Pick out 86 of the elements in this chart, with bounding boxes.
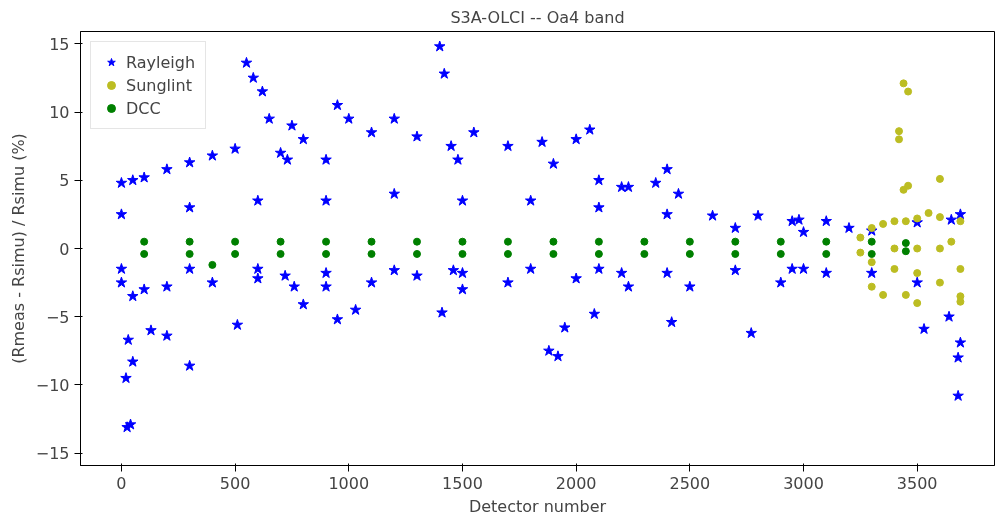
point — [549, 249, 558, 258]
point — [856, 248, 865, 257]
point — [904, 87, 913, 96]
point — [935, 174, 944, 183]
x-axis-title: Detector number — [468, 496, 607, 516]
point — [913, 214, 922, 223]
point — [901, 239, 910, 248]
legend-label: DCC — [126, 98, 161, 118]
point — [140, 237, 149, 246]
legend-label: Rayleigh — [126, 52, 196, 72]
point — [594, 249, 603, 258]
x-tick-label: 1500 — [442, 473, 483, 493]
point — [947, 237, 956, 246]
point — [413, 237, 421, 246]
point — [776, 237, 785, 246]
y-tick-label: −5 — [45, 307, 70, 327]
x-tick-label: 2500 — [669, 473, 711, 493]
point — [895, 135, 904, 144]
point — [685, 237, 694, 246]
point — [458, 249, 467, 258]
x-tick-label: 500 — [219, 473, 251, 493]
point — [208, 260, 217, 269]
point — [956, 264, 965, 273]
point — [458, 237, 467, 246]
point — [956, 217, 965, 226]
point — [322, 249, 331, 258]
x-tick-label: 2000 — [555, 473, 597, 493]
point — [924, 209, 933, 218]
point — [867, 282, 876, 291]
y-tick-label: 5 — [59, 171, 70, 191]
point — [594, 237, 603, 246]
point — [231, 249, 240, 258]
point — [776, 249, 785, 258]
x-tick-label: 0 — [116, 473, 127, 493]
point — [856, 233, 865, 242]
y-axis-title: (Rmeas - Rsimu) / Rsimu (%) — [8, 133, 28, 364]
point — [367, 237, 376, 246]
point — [913, 299, 922, 308]
point — [935, 244, 944, 253]
point — [549, 237, 558, 246]
point — [935, 278, 944, 287]
point — [901, 290, 910, 299]
point — [276, 249, 285, 258]
point — [904, 181, 913, 190]
point — [685, 249, 694, 258]
point — [879, 290, 888, 299]
point — [140, 249, 149, 258]
point — [367, 249, 376, 258]
point — [890, 264, 899, 273]
point — [879, 219, 888, 228]
y-tick-label: 15 — [49, 34, 70, 54]
point — [640, 237, 649, 246]
point — [867, 258, 876, 267]
point — [822, 249, 831, 258]
point — [503, 237, 512, 246]
point — [822, 237, 831, 246]
point — [276, 237, 285, 246]
point — [867, 249, 876, 258]
point — [867, 237, 876, 246]
y-tick-label: 10 — [49, 103, 70, 123]
point — [322, 237, 331, 246]
point — [503, 249, 512, 258]
point — [731, 237, 740, 246]
point — [413, 249, 421, 258]
point — [185, 237, 194, 246]
point — [731, 249, 740, 258]
x-tick-label: 1000 — [328, 473, 370, 493]
chart-title: S3A-OLCI -- Oa4 band — [450, 7, 625, 27]
point — [895, 127, 904, 136]
y-tick-label: 0 — [59, 239, 70, 259]
point — [901, 247, 910, 256]
x-tick-label: 3000 — [783, 473, 824, 493]
point — [913, 244, 922, 253]
point — [935, 213, 944, 222]
point — [640, 249, 649, 258]
point — [899, 79, 908, 88]
point — [913, 269, 922, 278]
x-tick-label: 3500 — [896, 473, 938, 493]
point — [890, 244, 899, 253]
point — [901, 217, 910, 226]
point — [185, 249, 194, 258]
y-tick-label: −10 — [35, 375, 70, 395]
point — [231, 237, 240, 246]
point — [890, 217, 899, 226]
legend-label: Sunglint — [126, 75, 192, 95]
y-tick-label: −15 — [35, 444, 70, 464]
